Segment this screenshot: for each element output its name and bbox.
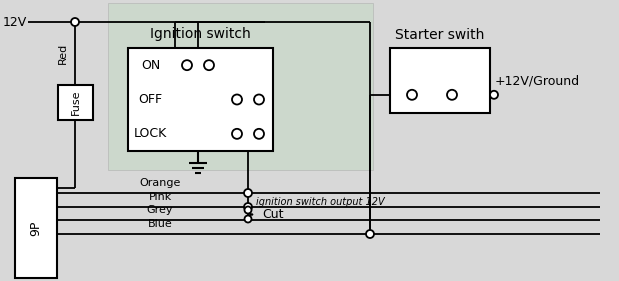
- Bar: [390, 48, 490, 113]
- Text: Cut: Cut: [262, 208, 284, 221]
- Text: +12V/Ground: +12V/Ground: [495, 74, 580, 87]
- Text: LOCK: LOCK: [134, 127, 167, 140]
- Circle shape: [245, 216, 251, 223]
- Text: Fuse: Fuse: [71, 90, 80, 115]
- Text: Pink: Pink: [149, 192, 171, 202]
- Text: Starter swith: Starter swith: [396, 28, 485, 42]
- Circle shape: [232, 129, 242, 139]
- Circle shape: [490, 91, 498, 99]
- Circle shape: [244, 203, 252, 211]
- Text: Orange: Orange: [139, 178, 181, 188]
- Bar: [58, 85, 93, 120]
- Bar: [128, 48, 273, 151]
- Bar: [108, 3, 373, 170]
- Text: 9P: 9P: [30, 220, 43, 236]
- Text: ON: ON: [141, 59, 160, 72]
- Circle shape: [254, 94, 264, 105]
- Circle shape: [232, 94, 242, 105]
- Text: 12V: 12V: [3, 15, 27, 28]
- Circle shape: [366, 230, 374, 238]
- Circle shape: [71, 18, 79, 26]
- Circle shape: [254, 129, 264, 139]
- Text: Ignition switch: Ignition switch: [150, 27, 251, 41]
- Circle shape: [204, 60, 214, 70]
- Circle shape: [182, 60, 192, 70]
- Text: Blue: Blue: [147, 219, 172, 229]
- Circle shape: [407, 90, 417, 100]
- Bar: [15, 178, 57, 278]
- Text: OFF: OFF: [139, 93, 163, 106]
- Circle shape: [447, 90, 457, 100]
- Circle shape: [245, 207, 251, 214]
- Circle shape: [244, 189, 252, 197]
- Text: Grey: Grey: [147, 205, 173, 215]
- Text: Red: Red: [58, 43, 68, 64]
- Text: ignition switch output 12V: ignition switch output 12V: [256, 197, 384, 207]
